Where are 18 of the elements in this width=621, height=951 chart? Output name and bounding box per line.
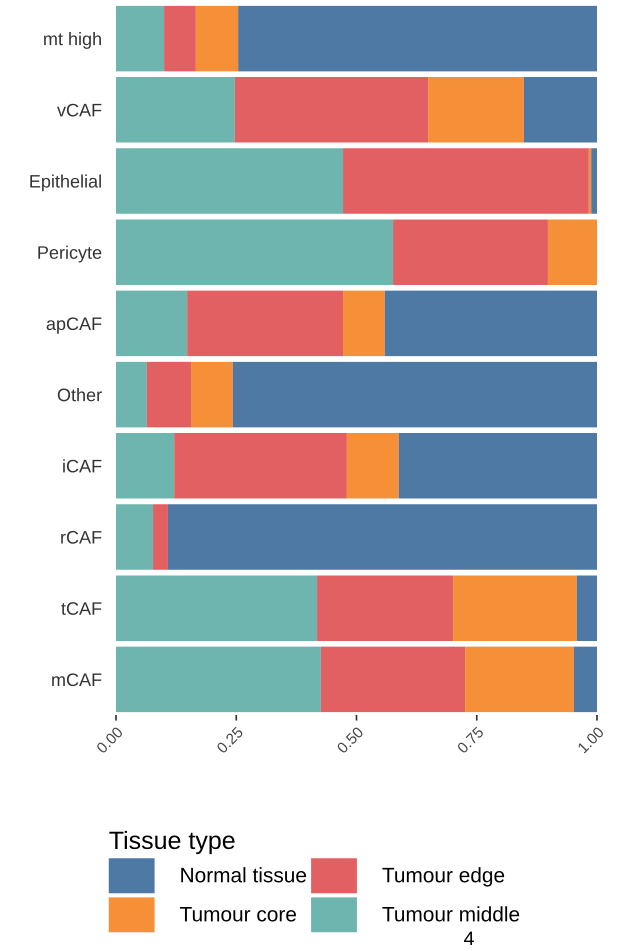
y-tick-label: mt high	[44, 32, 101, 49]
legend-label: Tumour core	[180, 906, 296, 922]
text: 4	[464, 932, 474, 946]
y-tick-label: tCAF	[61, 602, 102, 615]
y-tick-label: mCAF	[52, 673, 102, 686]
y-tick-label: apCAF	[46, 317, 102, 334]
legend-label: Normal tissue	[181, 867, 306, 882]
x-tick-label: 0.50	[336, 726, 364, 754]
y-tick-label: rCAF	[61, 530, 102, 544]
y-tick-label: vCAF	[57, 104, 102, 117]
legend-label: Tumour edge	[382, 867, 504, 887]
legend-title: Tissue type	[109, 830, 235, 854]
y-tick-label: Pericyte	[38, 246, 102, 262]
y-tick-label: Other	[58, 388, 102, 402]
y-tick-label: Epithelial	[30, 174, 101, 192]
legend-label: Tumour middle	[382, 906, 520, 922]
x-tick-label: 0.00	[96, 726, 124, 754]
y-tick-label: iCAF	[63, 459, 102, 473]
